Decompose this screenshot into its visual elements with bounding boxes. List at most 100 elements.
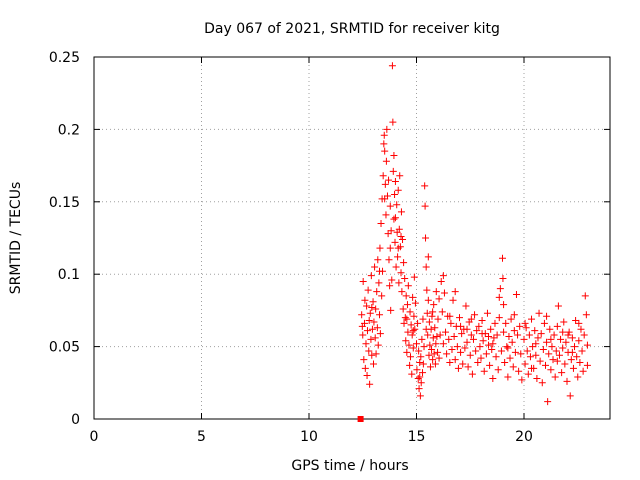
data-point — [365, 347, 373, 355]
data-point — [376, 244, 384, 252]
data-point — [374, 341, 382, 349]
x-tick-label: 0 — [90, 429, 99, 445]
data-point — [370, 318, 378, 326]
data-point — [378, 292, 386, 300]
data-point — [391, 191, 399, 199]
y-tick-label: 0.05 — [49, 340, 80, 356]
data-point — [549, 356, 557, 364]
data-point — [551, 373, 559, 381]
x-tick-label: 5 — [197, 429, 206, 445]
data-point — [370, 360, 377, 368]
data-point — [463, 338, 471, 346]
data-point — [373, 324, 381, 332]
x-tick-label: 10 — [300, 429, 318, 445]
data-point — [395, 279, 403, 287]
data-point — [566, 392, 574, 400]
data-point — [391, 178, 399, 186]
data-point — [401, 314, 409, 322]
data-point — [540, 319, 548, 327]
data-point — [547, 335, 555, 343]
data-point — [423, 309, 431, 317]
data-point — [405, 341, 413, 349]
data-point — [429, 356, 437, 364]
data-point — [419, 369, 427, 377]
data-point — [386, 282, 394, 290]
data-point — [386, 202, 394, 210]
data-point — [536, 357, 544, 365]
data-point — [391, 214, 399, 222]
data-point — [543, 312, 551, 320]
data-point — [434, 348, 442, 356]
data-point — [358, 311, 366, 319]
data-point — [363, 302, 371, 310]
data-point — [413, 340, 420, 348]
data-point — [431, 360, 439, 368]
data-point — [369, 298, 377, 306]
data-point — [510, 327, 518, 335]
data-point — [505, 332, 513, 340]
data-point — [482, 350, 490, 358]
data-point — [537, 330, 545, 338]
data-point — [439, 340, 447, 348]
data-point — [399, 305, 407, 313]
data-point — [490, 334, 498, 342]
data-point — [407, 321, 415, 329]
data-point — [418, 335, 426, 343]
data-point — [532, 340, 540, 348]
data-point — [514, 331, 522, 339]
data-point — [364, 286, 372, 294]
data-point — [409, 293, 417, 301]
y-tick-label: 0.2 — [58, 122, 80, 138]
data-point — [478, 330, 486, 338]
data-point — [361, 296, 369, 304]
data-point — [446, 359, 454, 367]
data-point — [459, 360, 467, 368]
chart-title: Day 067 of 2021, SRMTID for receiver kit… — [204, 21, 500, 37]
data-point — [383, 125, 391, 133]
x-tick-label: 15 — [408, 429, 426, 445]
x-tick-label: 20 — [515, 429, 533, 445]
data-point — [381, 180, 389, 188]
data-point — [411, 299, 419, 307]
data-point — [403, 301, 411, 309]
data-point — [438, 308, 446, 316]
data-point — [399, 235, 407, 243]
data-point — [516, 322, 524, 330]
data-point — [453, 343, 461, 351]
data-point — [379, 172, 387, 180]
data-point — [386, 244, 394, 252]
data-point — [424, 331, 432, 339]
data-point — [420, 343, 428, 351]
data-point — [557, 335, 565, 343]
data-point — [495, 314, 503, 322]
data-point — [416, 373, 424, 381]
data-point — [440, 289, 448, 297]
data-point — [380, 131, 388, 139]
data-point — [504, 344, 512, 352]
data-point — [573, 353, 581, 361]
data-point — [467, 315, 475, 323]
data-point — [435, 295, 443, 303]
data-point — [477, 354, 485, 362]
data-point — [500, 301, 508, 309]
data-point — [553, 322, 561, 330]
data-point — [451, 288, 459, 296]
data-point — [403, 348, 411, 356]
x-axis-label: GPS time / hours — [291, 458, 408, 474]
data-point — [428, 312, 436, 320]
data-point — [414, 374, 422, 382]
data-point — [503, 343, 511, 351]
data-point — [457, 322, 465, 330]
data-point — [417, 379, 425, 387]
data-point — [389, 167, 397, 175]
data-point — [473, 327, 481, 335]
data-point — [416, 392, 424, 400]
data-point — [393, 201, 401, 209]
data-point — [510, 311, 518, 319]
data-point — [555, 351, 563, 359]
data-point — [572, 317, 580, 325]
data-point — [436, 331, 444, 339]
data-point — [445, 335, 453, 343]
data-point — [561, 360, 569, 368]
data-point — [400, 319, 408, 327]
